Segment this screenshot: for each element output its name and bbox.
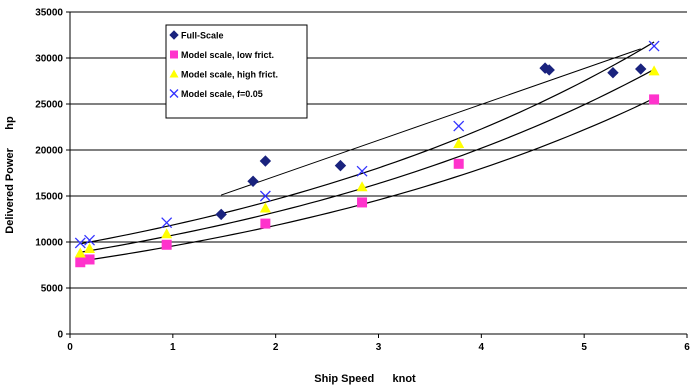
data-point (543, 64, 555, 76)
data-point (259, 155, 272, 167)
data-point (259, 190, 271, 202)
data-point (356, 181, 368, 192)
data-point (260, 218, 271, 229)
data-point (453, 158, 464, 169)
data-point (247, 175, 259, 187)
data-point (453, 138, 465, 149)
legend-marker (169, 89, 179, 98)
data-point (356, 165, 368, 177)
data-point (74, 247, 86, 258)
trendline (221, 48, 641, 196)
legend: Full-Scale Model scale, low frict. Model s… (165, 24, 308, 119)
data-point (357, 197, 368, 208)
y-tick-label: 5000 (41, 284, 64, 295)
legend-marker (170, 50, 178, 59)
data-point (648, 65, 660, 76)
x-tick-label: 3 (376, 342, 382, 353)
data-point-stroke (74, 237, 86, 249)
data-point-stroke (356, 165, 368, 177)
trendline-layer (80, 41, 655, 262)
data-point (215, 208, 227, 221)
data-point (84, 254, 95, 265)
y-tick-label: 15000 (35, 192, 63, 203)
data-point-stroke (161, 217, 173, 229)
data-point (161, 228, 173, 239)
legend-marker-stroke (169, 89, 179, 98)
legend-box (165, 24, 308, 119)
x-tick-label: 2 (273, 342, 279, 353)
trendline (80, 41, 655, 245)
legend-label: Model scale, f=0.05 (181, 89, 263, 99)
data-point (161, 239, 172, 250)
x-tick-label: 1 (170, 342, 176, 353)
x-tick-label: 0 (67, 342, 73, 353)
legend-label: Model scale, low frict. (181, 50, 274, 60)
axes-layer: 0 5000 10000 15000 20000 25000 30000 35000 0 1 2 3 4… (35, 8, 690, 354)
y-tick-label: 35000 (35, 8, 63, 19)
y-tick-label: 30000 (35, 54, 63, 65)
data-point (648, 40, 660, 52)
y-tick-label: 20000 (35, 146, 63, 157)
data-point-stroke (84, 234, 95, 246)
trendline (80, 68, 655, 253)
legend-label: Model scale, high frict. (181, 70, 278, 80)
data-point-stroke (453, 120, 465, 132)
data-point-stroke (259, 190, 271, 202)
y-tick-label: 10000 (35, 238, 63, 249)
y-axis-title: Delivered Power hp (4, 116, 16, 234)
x-tick-label: 4 (479, 342, 485, 353)
legend-marker (169, 69, 179, 78)
legend-label: Full-Scale (181, 31, 224, 41)
data-point (607, 67, 619, 79)
data-point (259, 202, 271, 213)
marks-layer (74, 40, 660, 268)
data-point (453, 120, 465, 132)
x-tick-label: 6 (684, 342, 690, 353)
y-tick-label: 0 (57, 330, 63, 341)
data-point (161, 217, 173, 229)
data-point (75, 257, 86, 268)
data-point (84, 234, 95, 246)
legend-marker (169, 30, 179, 40)
data-point-stroke (648, 40, 660, 52)
data-point (649, 94, 660, 105)
x-tick-label: 5 (581, 342, 587, 353)
data-point (74, 237, 86, 249)
trendline (80, 97, 655, 262)
data-point (84, 242, 96, 253)
x-axis-title: Ship Speed knot (314, 373, 416, 385)
data-point (334, 159, 347, 172)
data-point (635, 63, 647, 75)
y-tick-label: 25000 (35, 100, 63, 111)
